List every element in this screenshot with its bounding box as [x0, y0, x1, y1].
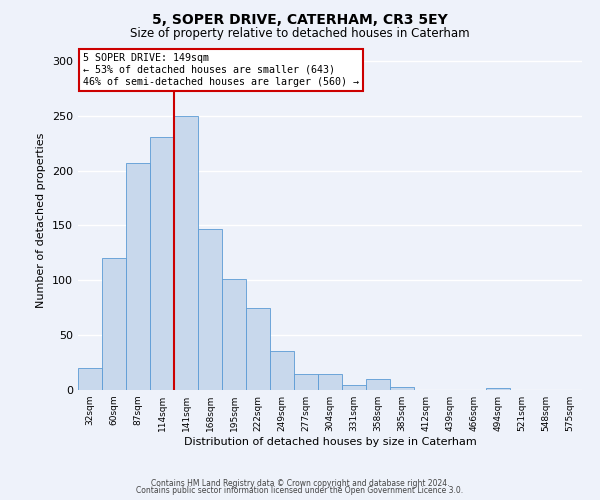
Bar — [390, 386, 414, 390]
Text: 5, SOPER DRIVE, CATERHAM, CR3 5EY: 5, SOPER DRIVE, CATERHAM, CR3 5EY — [152, 12, 448, 26]
Y-axis label: Number of detached properties: Number of detached properties — [37, 132, 46, 308]
Bar — [342, 384, 366, 390]
Text: Contains HM Land Registry data © Crown copyright and database right 2024.: Contains HM Land Registry data © Crown c… — [151, 478, 449, 488]
Bar — [102, 258, 126, 390]
Bar — [78, 368, 102, 390]
Text: Contains public sector information licensed under the Open Government Licence 3.: Contains public sector information licen… — [136, 486, 464, 495]
X-axis label: Distribution of detached houses by size in Caterham: Distribution of detached houses by size … — [184, 437, 476, 447]
Text: 5 SOPER DRIVE: 149sqm
← 53% of detached houses are smaller (643)
46% of semi-det: 5 SOPER DRIVE: 149sqm ← 53% of detached … — [83, 54, 359, 86]
Bar — [294, 374, 318, 390]
Bar — [366, 379, 390, 390]
Bar — [270, 350, 294, 390]
Bar — [198, 229, 222, 390]
Bar — [150, 136, 174, 390]
Bar — [486, 388, 510, 390]
Bar — [222, 279, 246, 390]
Text: Size of property relative to detached houses in Caterham: Size of property relative to detached ho… — [130, 28, 470, 40]
Bar — [318, 374, 342, 390]
Bar — [126, 163, 150, 390]
Bar — [246, 308, 270, 390]
Bar — [174, 116, 198, 390]
